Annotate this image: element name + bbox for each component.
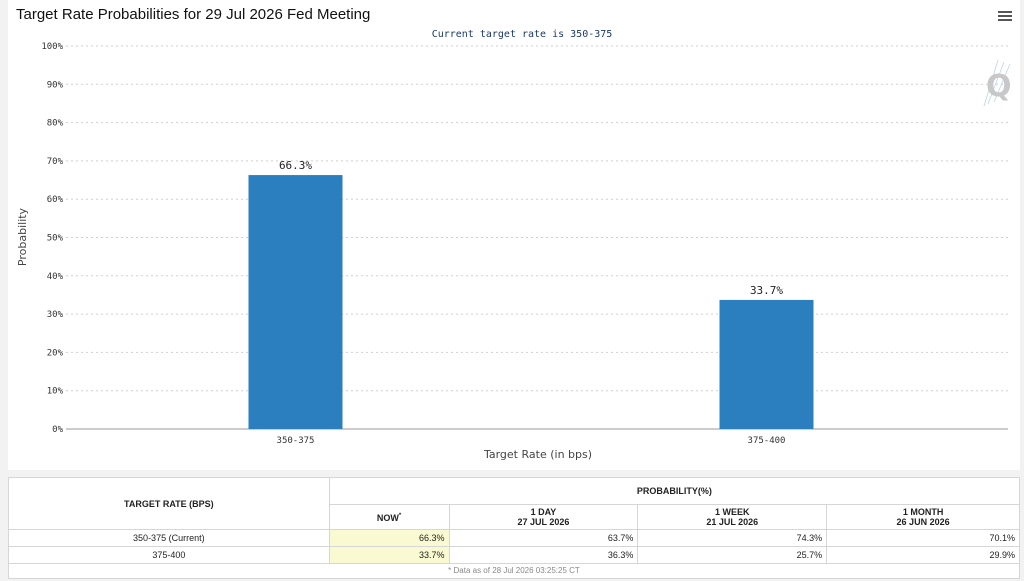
- bar-data-label: 33.7%: [750, 284, 783, 297]
- header-now: NOW*: [328, 504, 450, 530]
- month-cell: 29.9%: [826, 546, 1020, 564]
- y-tick-label: 80%: [47, 119, 64, 129]
- day-cell: 63.7%: [448, 529, 639, 547]
- y-tick-label: 40%: [47, 272, 64, 282]
- y-tick-label: 70%: [47, 157, 64, 167]
- week-cell: 25.7%: [637, 546, 828, 564]
- x-axis-title: Target Rate (in bps): [483, 448, 592, 461]
- table-row: 350-375 (Current) 66.3% 63.7% 74.3% 70.1…: [8, 529, 1020, 547]
- y-tick-label: 10%: [47, 387, 64, 397]
- x-tick-label: 350-375: [277, 436, 315, 446]
- y-axis-title: Probability: [16, 207, 29, 266]
- rate-cell: 350-375 (Current): [8, 529, 330, 547]
- svg-text:Q: Q: [986, 69, 1012, 104]
- y-tick-label: 0%: [52, 425, 63, 435]
- probability-table-panel: TARGET RATE (BPS) PROBABILITY(%) NOW* 1 …: [8, 477, 1021, 579]
- header-1-week: 1 WEEK 21 JUL 2026: [637, 504, 828, 530]
- y-tick-label: 50%: [47, 234, 64, 244]
- chart-title: Target Rate Probabilities for 29 Jul 202…: [16, 6, 371, 23]
- bar-chart: 0% 10% 20% 30% 40% 50% 60% 70% 80% 90% 100% 66.3% 35…: [16, 29, 1008, 461]
- bar-375-400[interactable]: [719, 299, 814, 429]
- x-tick-label: 375-400: [748, 436, 786, 446]
- y-tick-label: 100%: [41, 42, 63, 52]
- header-target-rate: TARGET RATE (BPS): [8, 477, 330, 530]
- header-1-month: 1 MONTH 26 JUN 2026: [826, 504, 1020, 530]
- data-timestamp-note: * Data as of 28 Jul 2026 03:25:25 CT: [8, 564, 1020, 579]
- q-logo-icon: Q: [983, 59, 1012, 107]
- chart-subtitle: Current target rate is 350-375: [432, 29, 613, 40]
- bar-data-label: 66.3%: [279, 159, 312, 172]
- y-tick-label: 60%: [47, 195, 64, 205]
- week-cell: 74.3%: [637, 529, 828, 547]
- header-1-day: 1 DAY 27 JUL 2026: [448, 504, 639, 530]
- now-cell: 66.3%: [328, 529, 450, 547]
- table-row: 375-400 33.7% 36.3% 25.7% 29.9%: [8, 546, 1020, 564]
- y-tick-label: 20%: [47, 348, 64, 358]
- now-cell: 33.7%: [328, 546, 450, 564]
- chart-panel: 0% 10% 20% 30% 40% 50% 60% 70% 80% 90% 100% 66.3% 35…: [8, 0, 1020, 470]
- y-tick-label: 30%: [47, 310, 64, 320]
- bar-350-375[interactable]: [248, 175, 343, 429]
- y-tick-label: 90%: [47, 80, 64, 90]
- month-cell: 70.1%: [826, 529, 1020, 547]
- probability-table: TARGET RATE (BPS) PROBABILITY(%) NOW* 1 …: [8, 477, 1021, 564]
- header-probability: PROBABILITY(%): [328, 477, 1021, 505]
- hamburger-icon[interactable]: [994, 9, 1016, 27]
- day-cell: 36.3%: [448, 546, 639, 564]
- rate-cell: 375-400: [8, 546, 330, 564]
